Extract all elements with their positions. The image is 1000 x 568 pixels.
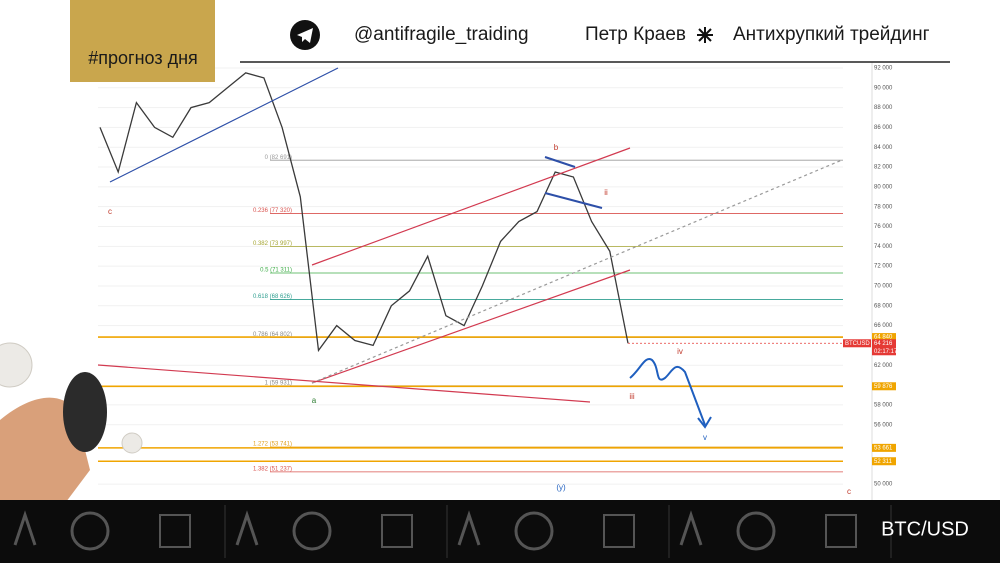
symbol-tag [843, 339, 871, 348]
y-tick-label: 74 000 [874, 244, 893, 250]
fib-label: 1 (59 931) [265, 380, 292, 386]
logo-wreath [70, 511, 110, 551]
y-tick-label: 72 000 [874, 264, 893, 270]
fib-label: 0.236 (77 320) [253, 208, 292, 214]
y-tick-label: 92 000 [874, 66, 893, 72]
wave-label: c [847, 487, 851, 496]
wave-label: c [108, 207, 112, 216]
logo-mk [235, 510, 259, 546]
wave-label: (y) [556, 483, 566, 492]
price-line [99, 72, 629, 353]
y-tick-label: 68 000 [874, 303, 893, 309]
channel: @antifragile_traiding [354, 24, 529, 45]
star-icon [697, 27, 713, 43]
logo-eye [381, 514, 413, 548]
y-tick-label: 82 000 [874, 165, 893, 171]
price-tag [872, 382, 896, 391]
fib-label: 0 (82 691) [265, 155, 292, 161]
fib-label: 1.272 (53 741) [253, 442, 292, 448]
wave-label: a [312, 396, 317, 405]
wave-label: v [703, 433, 707, 442]
pearl [121, 432, 143, 454]
price-tag [872, 333, 896, 342]
logo-wreath [514, 511, 554, 551]
y-tick-label: 86 000 [874, 125, 893, 131]
header-bg [215, 0, 1000, 62]
pearl [0, 342, 33, 388]
price-tag [872, 443, 896, 452]
y-tick-label: 84 000 [874, 145, 893, 151]
fib-label: 0.618 (68 626) [253, 294, 292, 300]
y-tick-label: 66 000 [874, 323, 893, 329]
footer [0, 500, 1000, 563]
author: Петр Краев [585, 24, 686, 45]
chart: 92 000 90 000 88 000 86 000 84 000 82 000 80 0… [98, 62, 898, 500]
wave-label: b [554, 143, 559, 152]
logo-eye [825, 514, 857, 548]
fib-label: 0.786 (64 802) [253, 332, 292, 338]
mouse [63, 372, 107, 452]
y-tick-label: 78 000 [874, 204, 893, 210]
y-tick-label: 76 000 [874, 224, 893, 230]
y-tick-label: 58 000 [874, 402, 893, 408]
symbol: BTC/USD [881, 518, 969, 540]
y-tick-label: 50 000 [874, 482, 893, 488]
price-tag-label: 53 661 [874, 445, 893, 451]
current-tag-label: 64 216 [874, 341, 893, 347]
tag-box [70, 0, 215, 82]
logo-wreath [736, 511, 776, 551]
price-tag-label: 52 311 [874, 459, 893, 465]
y-tick-label: 80 000 [874, 184, 893, 190]
symbol-tag-label: BTCUSD [845, 341, 870, 347]
logo-eye [159, 514, 191, 548]
wave-label: ii [604, 188, 608, 197]
price-tag-label: 64 840 [874, 335, 893, 341]
y-tick-label: 88 000 [874, 105, 893, 111]
wave-label: iii [629, 392, 635, 401]
y-tick-label: 62 000 [874, 363, 893, 369]
current-tag [872, 339, 896, 356]
price-tag-label: 59 876 [874, 384, 893, 390]
y-tick-label: 90 000 [874, 85, 893, 91]
logo-wreath [292, 511, 332, 551]
fib-label: 0.382 (73 997) [253, 241, 292, 247]
tag: #прогноз дня [88, 48, 198, 68]
wave-label: iv [677, 347, 683, 356]
footer-logos [13, 505, 892, 558]
trend-lines [97, 67, 843, 429]
logo-eye [603, 514, 635, 548]
price-tag [872, 457, 896, 466]
logo-mk [13, 510, 37, 546]
y-tick-label: 56 000 [874, 422, 893, 428]
fib-label: 1.382 (51 237) [253, 466, 292, 472]
logo-mk [679, 510, 703, 546]
telegram-plane [297, 28, 313, 43]
y-tick-label: 70 000 [874, 284, 893, 290]
timer-label: 02:17:17 [874, 349, 898, 355]
fib-label: 0.5 (71 311) [260, 268, 292, 274]
logo-mk [457, 510, 481, 546]
brand: Антихрупкий трейдинг [733, 24, 930, 45]
